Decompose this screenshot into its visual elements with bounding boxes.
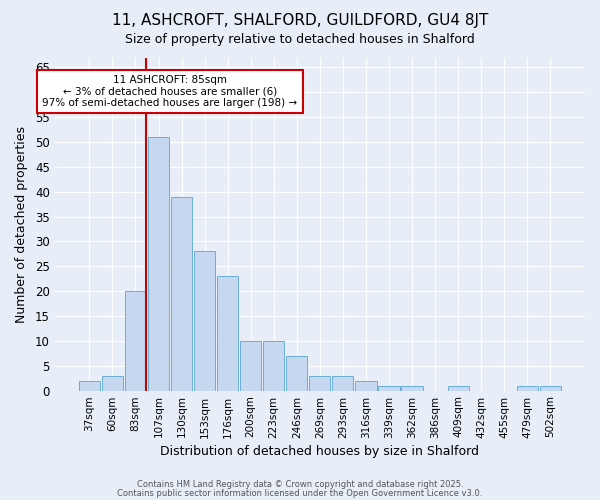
Bar [332, 376, 353, 390]
Bar [286, 356, 307, 390]
Bar [448, 386, 469, 390]
Text: Size of property relative to detached houses in Shalford: Size of property relative to detached ho… [125, 32, 475, 46]
Bar [171, 196, 192, 390]
Bar [194, 252, 215, 390]
Text: Contains HM Land Registry data © Crown copyright and database right 2025.: Contains HM Land Registry data © Crown c… [137, 480, 463, 489]
Bar [401, 386, 422, 390]
Bar [125, 291, 146, 390]
X-axis label: Distribution of detached houses by size in Shalford: Distribution of detached houses by size … [160, 444, 479, 458]
Bar [539, 386, 561, 390]
Text: 11 ASHCROFT: 85sqm
← 3% of detached houses are smaller (6)
97% of semi-detached : 11 ASHCROFT: 85sqm ← 3% of detached hous… [43, 75, 298, 108]
Bar [379, 386, 400, 390]
Bar [102, 376, 123, 390]
Bar [217, 276, 238, 390]
Bar [309, 376, 331, 390]
Y-axis label: Number of detached properties: Number of detached properties [15, 126, 28, 322]
Bar [148, 137, 169, 390]
Bar [517, 386, 538, 390]
Bar [240, 341, 262, 390]
Bar [263, 341, 284, 390]
Text: Contains public sector information licensed under the Open Government Licence v3: Contains public sector information licen… [118, 488, 482, 498]
Text: 11, ASHCROFT, SHALFORD, GUILDFORD, GU4 8JT: 11, ASHCROFT, SHALFORD, GUILDFORD, GU4 8… [112, 12, 488, 28]
Bar [79, 380, 100, 390]
Bar [355, 380, 377, 390]
